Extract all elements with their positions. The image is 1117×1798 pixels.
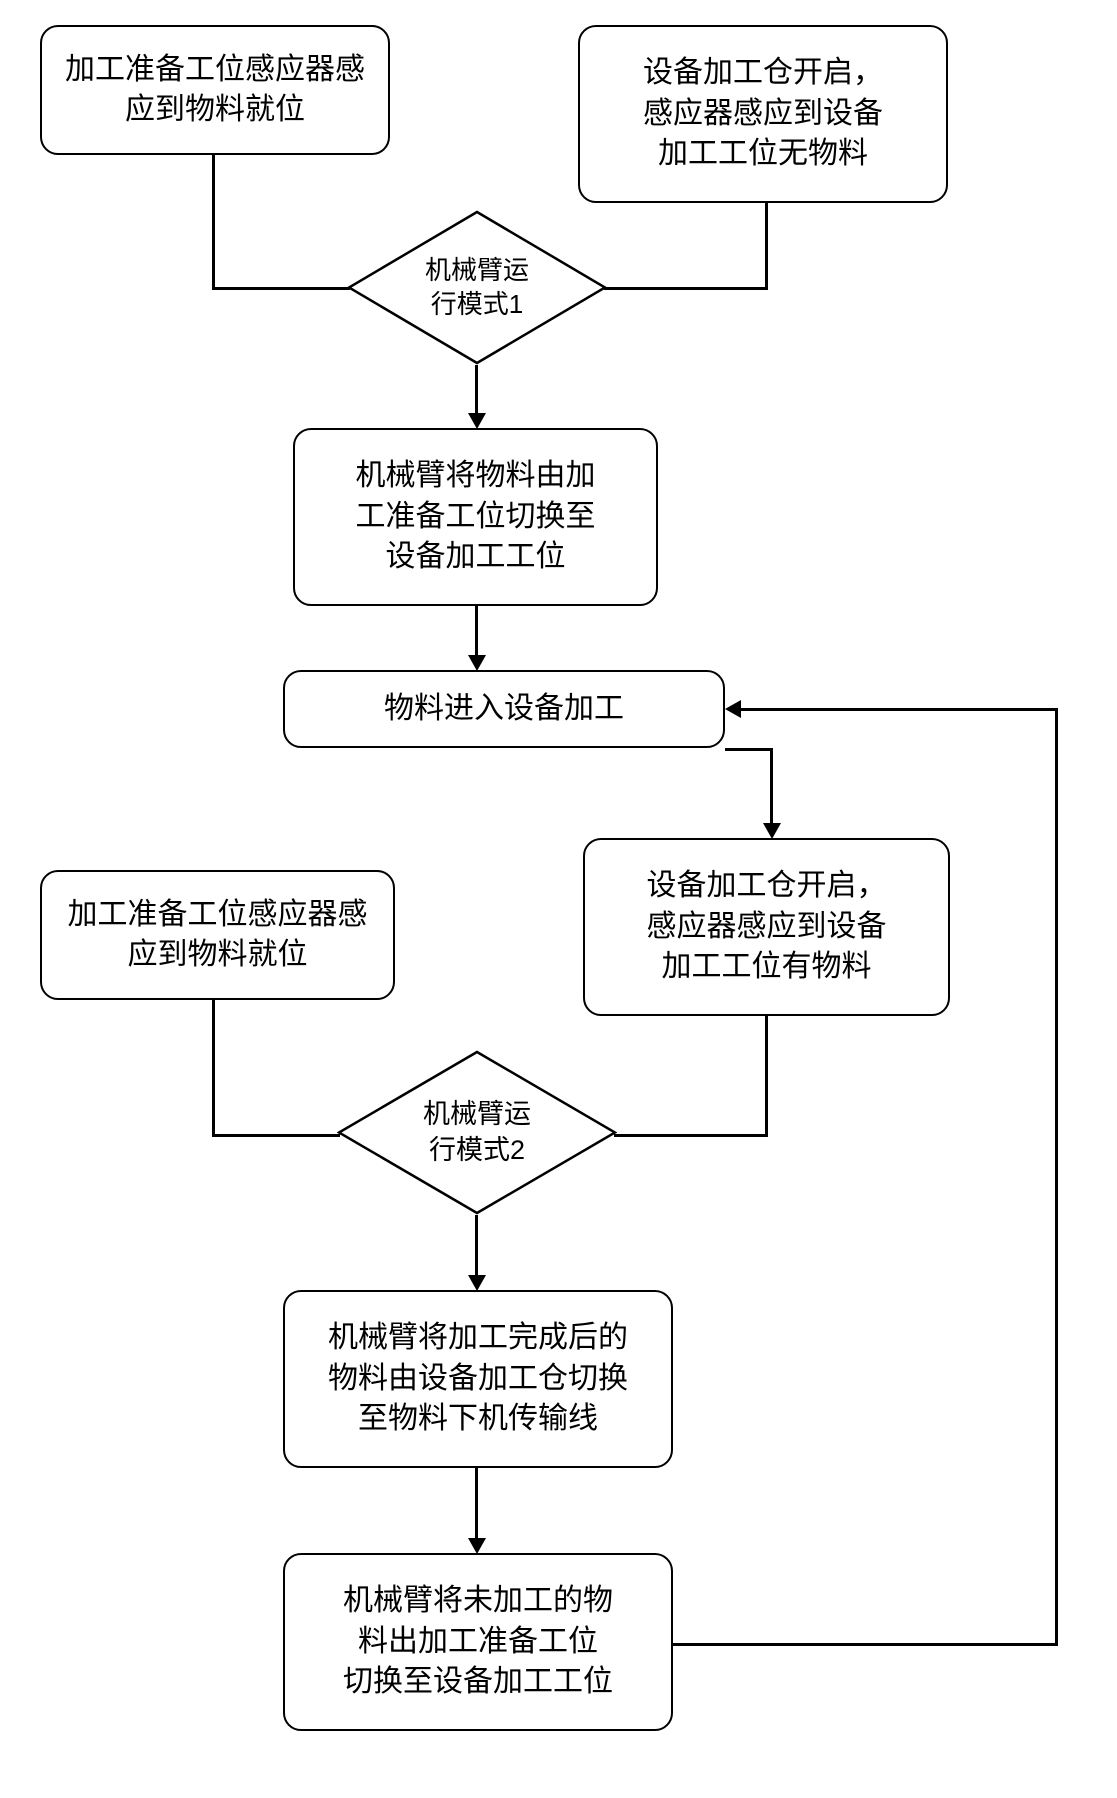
node-text: 物料进入设备加工 [384,689,624,730]
node-material-enter-equipment: 物料进入设备加工 [283,670,725,748]
node-text: 加工准备工位感应器感应到物料就位 [58,50,372,131]
node-arm-switch-to-equipment: 机械臂将物料由加工准备工位切换至设备加工工位 [293,428,658,606]
connector-line [765,1016,768,1135]
node-text: 设备加工仓开启，感应器感应到设备加工工位有物料 [647,866,887,988]
node-equipment-open-has-material: 设备加工仓开启，感应器感应到设备加工工位有物料 [583,838,950,1016]
arrow-head-left-icon [725,700,741,718]
connector-loop-line [673,1643,1058,1646]
connector-line [212,1000,215,1135]
connector-loop-line [740,708,1058,711]
node-equipment-open-no-material: 设备加工仓开启，感应器感应到设备加工工位无物料 [578,25,948,203]
connector-line [765,203,768,288]
connector-line [614,1134,768,1137]
diamond-arm-mode-2: 机械臂运行模式2 [337,1050,617,1215]
connector-line [725,748,773,751]
node-text: 机械臂将物料由加工准备工位切换至设备加工工位 [356,456,596,578]
arrow-head-down-icon [468,413,486,429]
node-text: 机械臂将未加工的物料出加工准备工位切换至设备加工工位 [343,1581,613,1703]
node-text: 机械臂将加工完成后的物料由设备加工仓切换至物料下机传输线 [328,1318,628,1440]
diamond-text: 机械臂运行模式1 [425,254,529,322]
node-text: 加工准备工位感应器感应到物料就位 [58,895,377,976]
node-prep-sensor-1: 加工准备工位感应器感应到物料就位 [40,25,390,155]
connector-loop-line [1055,708,1058,1646]
arrow-head-down-icon [468,655,486,671]
connector-line [212,155,215,288]
node-arm-switch-to-offline: 机械臂将加工完成后的物料由设备加工仓切换至物料下机传输线 [283,1290,673,1468]
connector-line [475,365,478,415]
node-text: 设备加工仓开启，感应器感应到设备加工工位无物料 [643,53,883,175]
node-prep-sensor-2: 加工准备工位感应器感应到物料就位 [40,870,395,1000]
connector-line [475,606,478,657]
arrow-head-down-icon [468,1275,486,1291]
arrow-head-down-icon [763,823,781,839]
diamond-text: 机械臂运行模式2 [423,1097,531,1167]
arrow-head-down-icon [468,1538,486,1554]
connector-line [604,287,768,290]
connector-line [212,287,350,290]
connector-line [475,1468,478,1540]
node-arm-switch-unprocessed: 机械臂将未加工的物料出加工准备工位切换至设备加工工位 [283,1553,673,1731]
connector-line [212,1134,340,1137]
connector-line [475,1215,478,1277]
diamond-arm-mode-1: 机械臂运行模式1 [347,210,607,365]
connector-line [770,748,773,826]
